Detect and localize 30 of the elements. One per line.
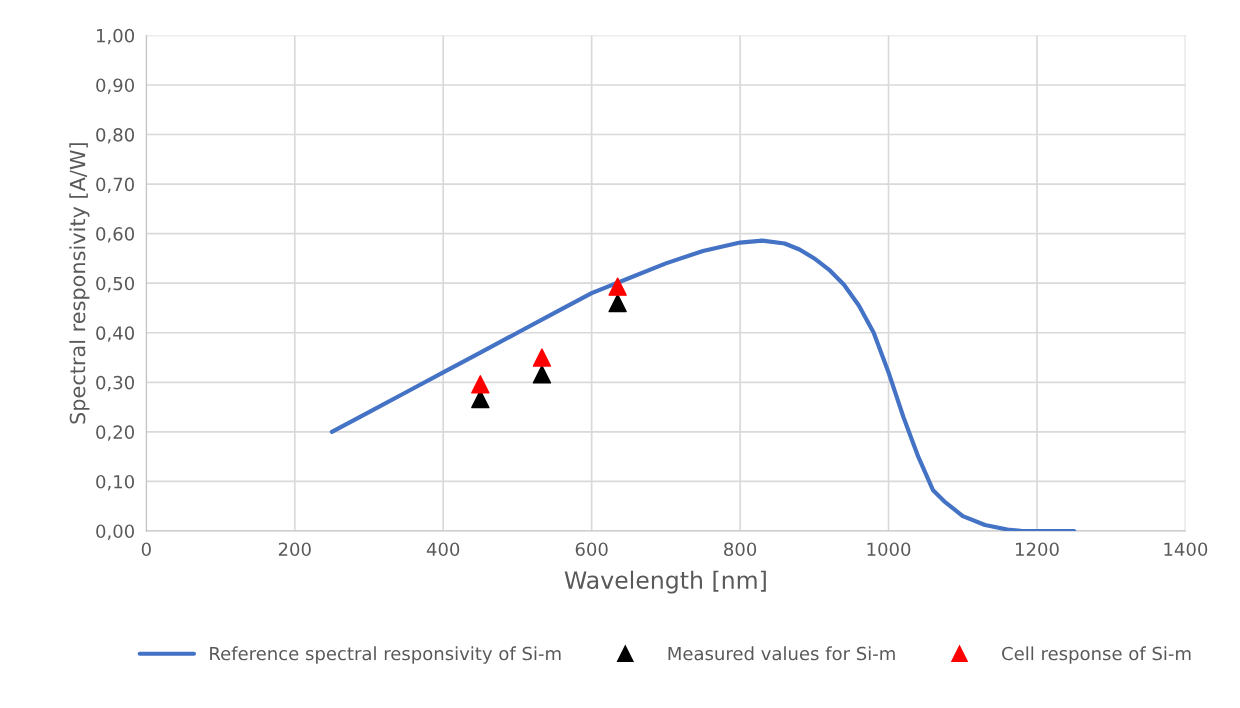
point — [608, 293, 627, 313]
point — [532, 348, 552, 367]
y-tick-label: 1,00 — [96, 28, 135, 45]
y-tick-label: 0,30 — [96, 375, 135, 392]
x-tick-label: 1000 — [867, 542, 911, 557]
line-series — [329, 238, 1077, 531]
y-tick-label: 0,40 — [96, 326, 135, 342]
x-tick-label: 1400 — [1164, 542, 1208, 557]
legend-label: Reference spectral responsivity of Si-m — [210, 646, 561, 664]
x-axis-title: Wavelength [nm] — [564, 570, 766, 594]
legend-label: Cell response of Si-m — [1002, 646, 1191, 664]
y-tick-label: 0,60 — [96, 227, 135, 243]
x-tick-label: 400 — [426, 542, 460, 557]
x-tick-label: 0 — [141, 542, 151, 557]
y-axis-title: Spectral responsivity [A/W] — [69, 143, 90, 424]
point — [471, 375, 490, 394]
x-tick-label: 800 — [724, 542, 757, 557]
x-tick-label: 600 — [575, 542, 608, 557]
point — [532, 365, 552, 384]
x-tick-label: 1200 — [1016, 542, 1059, 557]
y-tick-label: 0,00 — [96, 524, 135, 540]
y-tick-label: 0,80 — [96, 127, 135, 144]
y-tick-label: 0,70 — [96, 177, 135, 194]
y-tick-label: 0,50 — [96, 276, 135, 293]
point — [608, 277, 627, 296]
x-tick-label: 200 — [278, 542, 311, 557]
legend-label: Measured values for Si-m — [668, 646, 895, 661]
y-tick-label: 0,20 — [96, 425, 135, 441]
y-tick-label: 0,10 — [96, 474, 135, 491]
y-tick-label: 0,90 — [96, 78, 135, 94]
